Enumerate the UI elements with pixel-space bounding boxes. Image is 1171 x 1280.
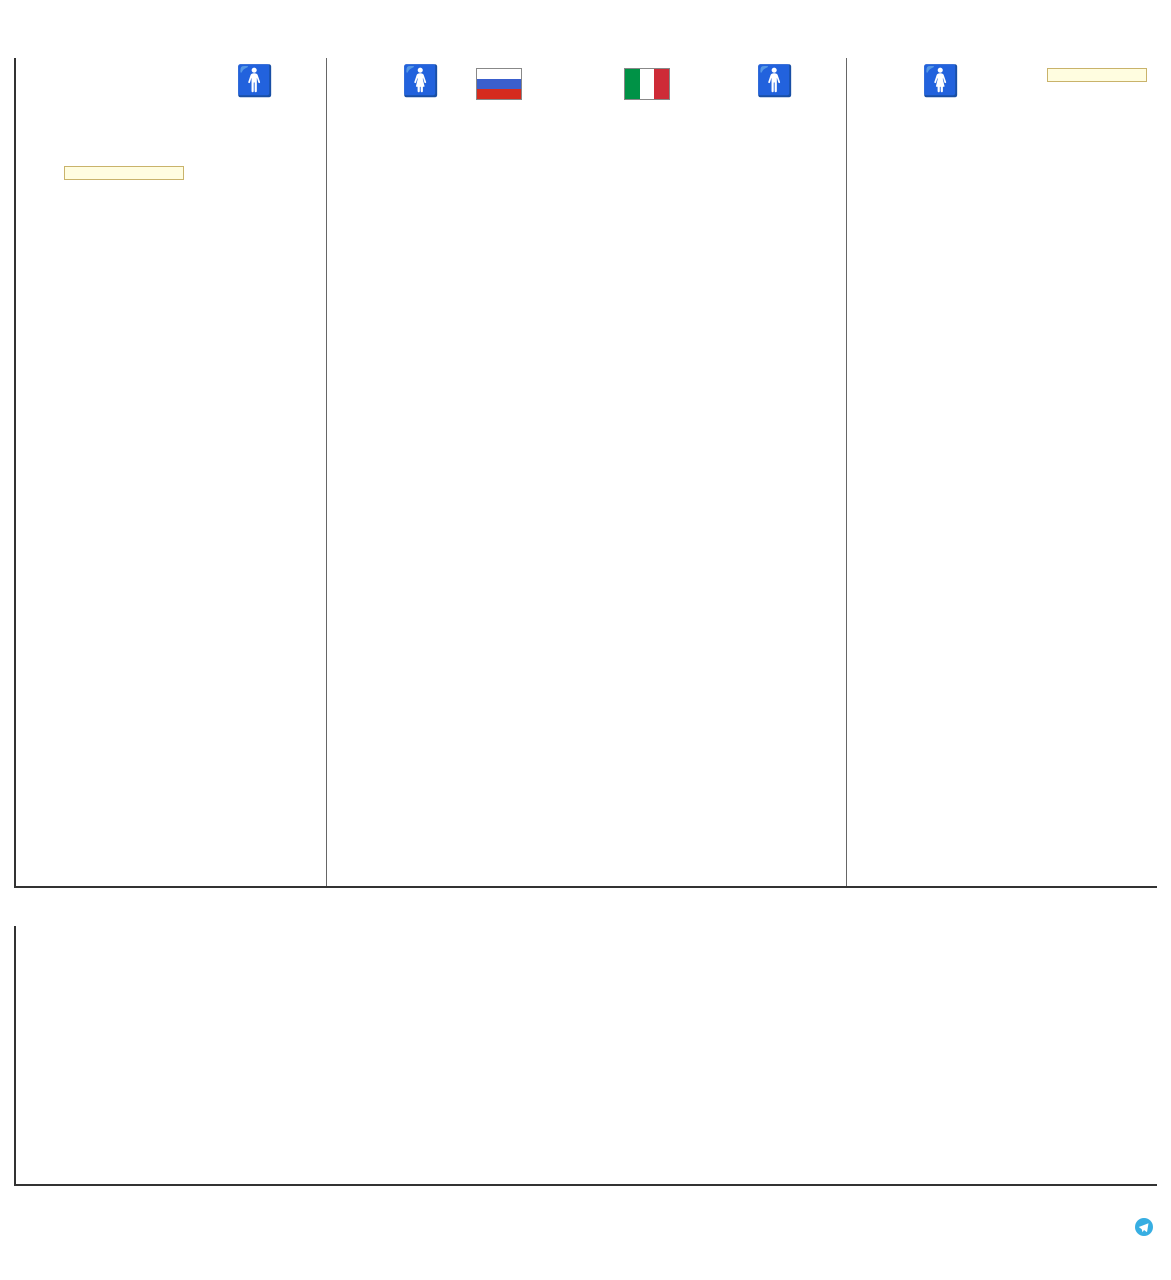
header-italy [596,18,1158,52]
header [14,18,1157,52]
telegram-icon [1135,1218,1153,1236]
pyramid-russia [106,58,546,886]
female-icon: 🚺 [402,64,439,99]
footer [14,1218,1157,1236]
flag-russia [476,68,522,100]
line-chart [14,926,1157,1186]
credit [1135,1218,1157,1236]
pyramid-italy [626,58,1066,886]
female-icon: 🚺 [922,64,959,99]
pyramid-chart: 🚹 🚺 🚹 🚺 [14,58,1157,888]
linechart-x-axis [14,1188,1157,1208]
x-axis [14,892,1157,918]
flag-italy [624,68,670,100]
male-icon: 🚹 [756,64,793,99]
callout-asymmetry [64,166,184,180]
group-totals-column [563,58,623,886]
callout-smooth [1047,68,1147,82]
y-axis-labels [12,58,54,886]
male-icon: 🚹 [236,64,273,99]
header-russia [14,18,576,52]
